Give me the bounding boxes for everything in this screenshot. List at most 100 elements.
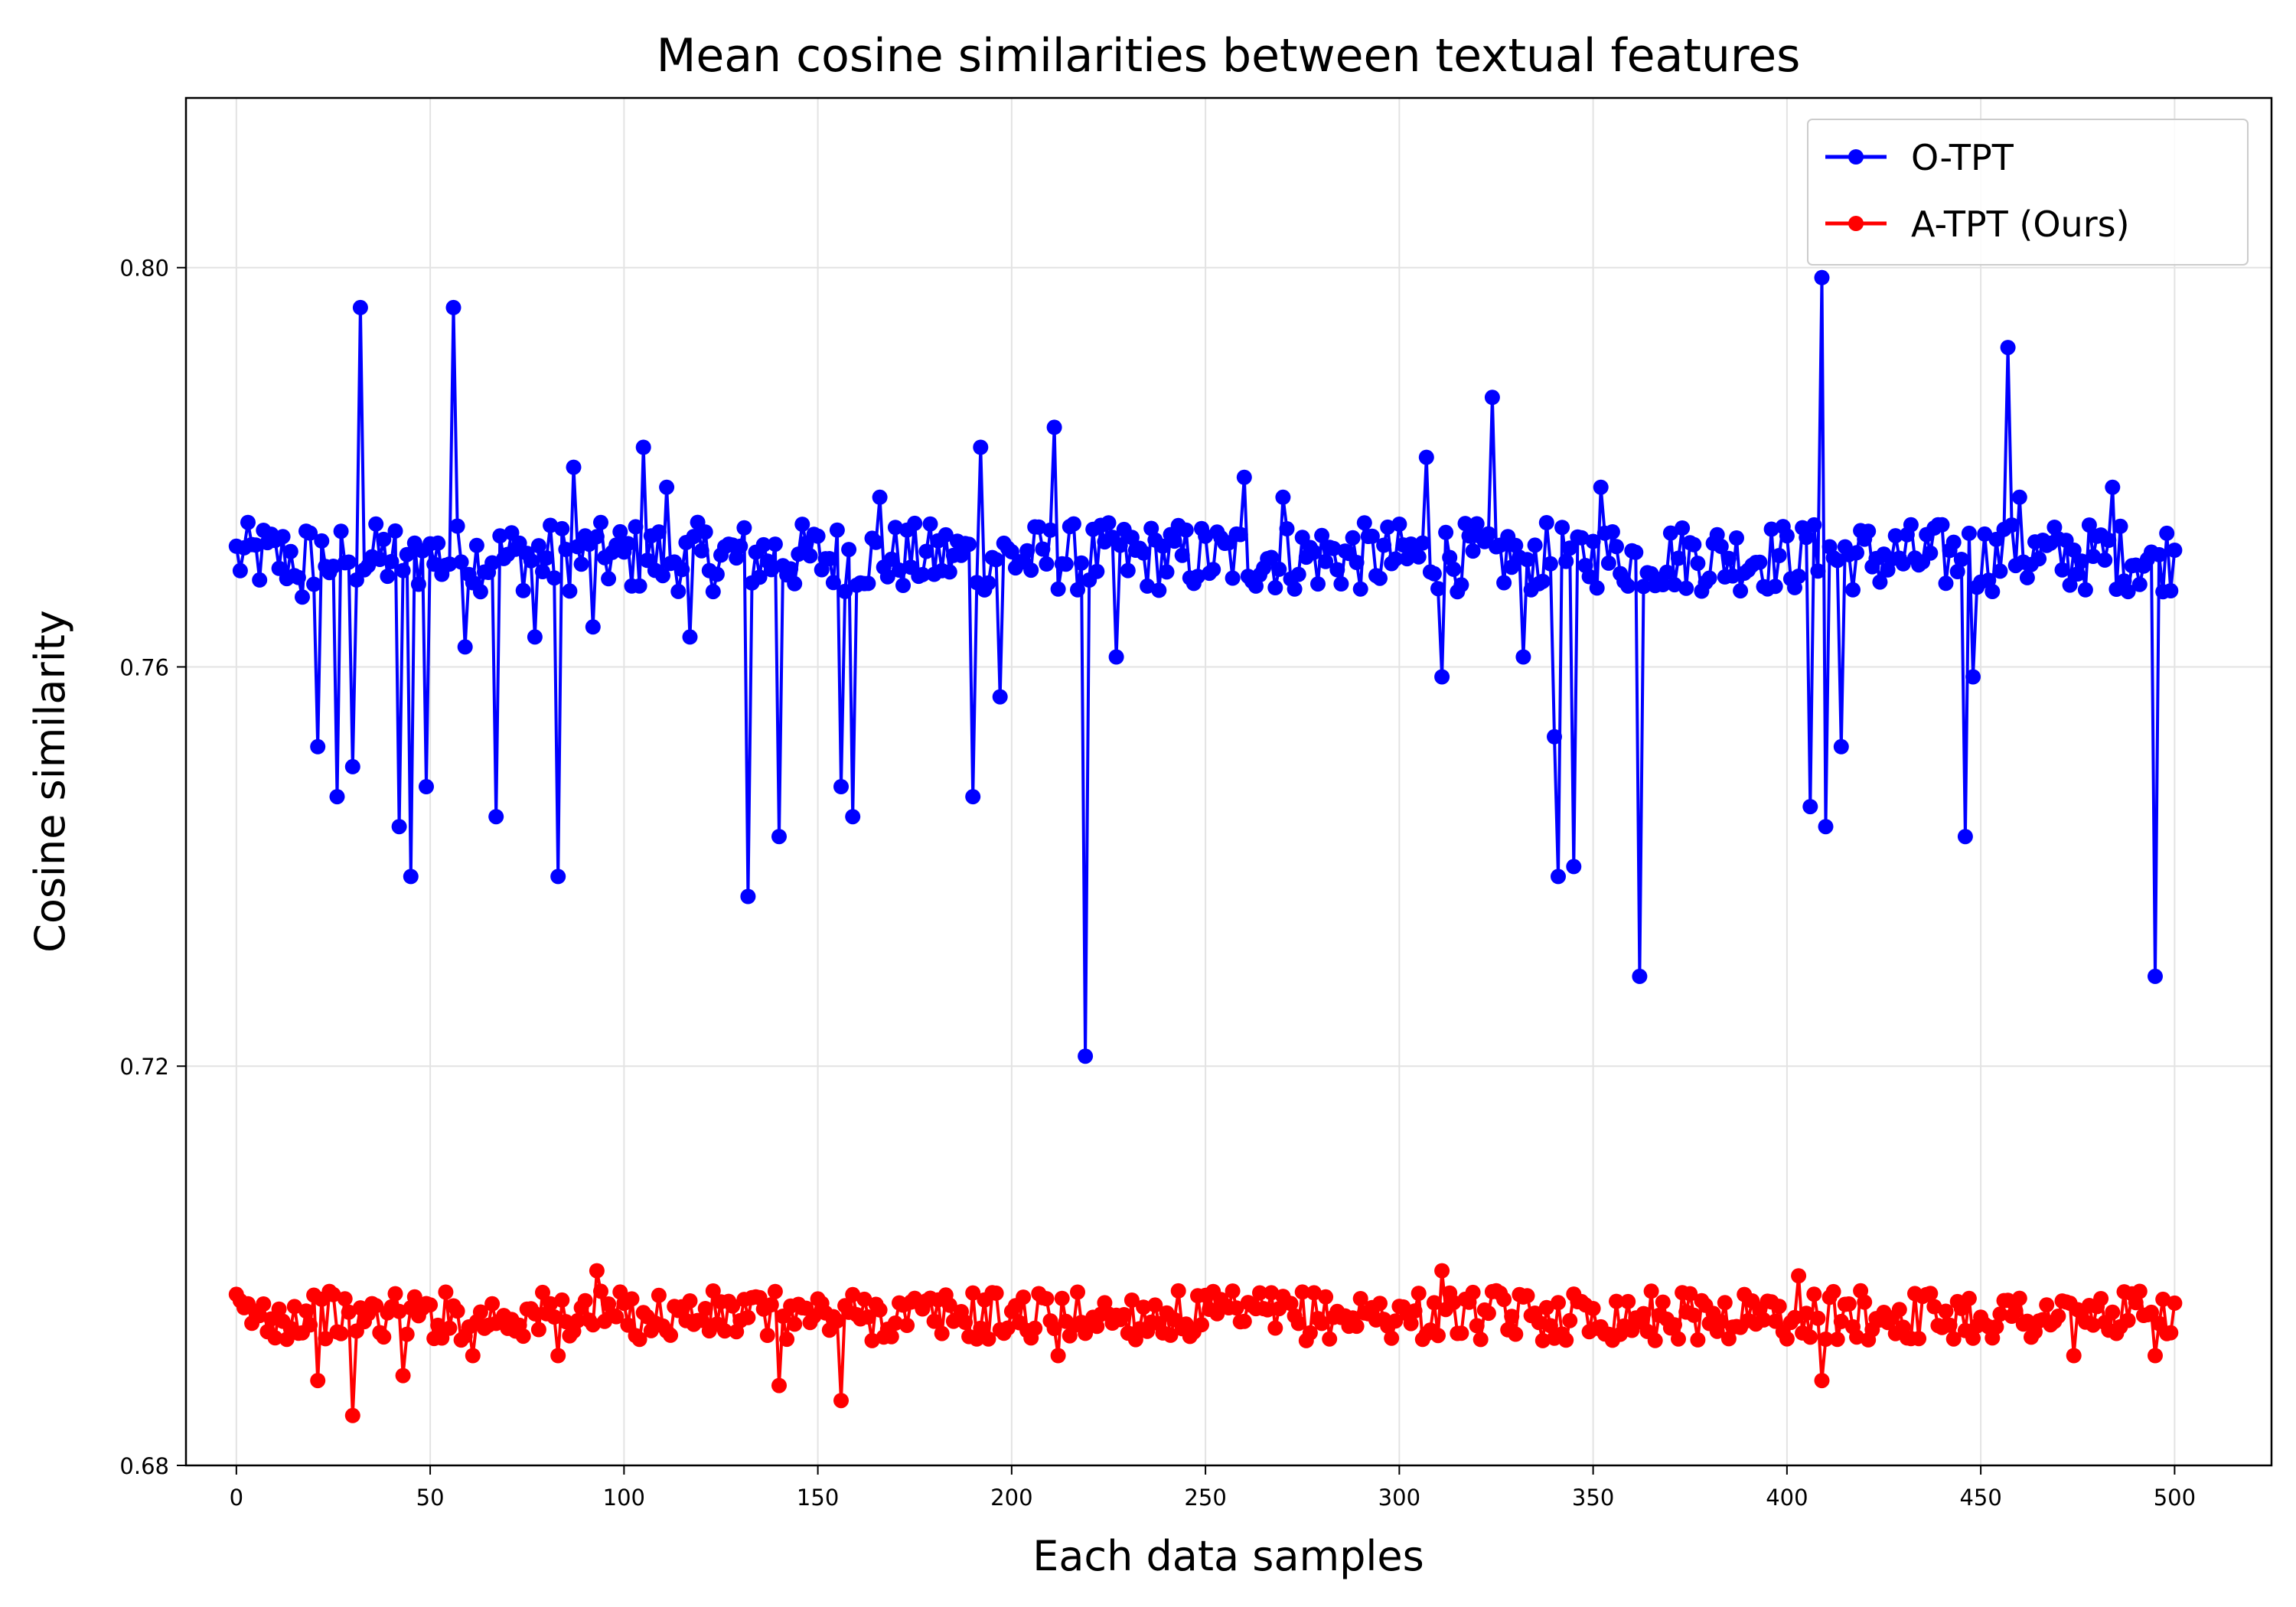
data-point	[1686, 536, 1702, 553]
data-point	[310, 1373, 326, 1389]
data-point	[1551, 869, 1566, 885]
data-point	[1147, 1297, 1163, 1313]
data-point	[845, 809, 861, 825]
data-point	[453, 554, 469, 570]
data-point	[941, 564, 957, 580]
data-point	[1713, 539, 1729, 554]
data-point	[240, 514, 256, 530]
x-tick-label: 250	[1184, 1485, 1226, 1511]
data-point	[1872, 574, 1888, 590]
data-point	[1671, 1331, 1686, 1347]
data-point	[1364, 528, 1380, 544]
data-point	[1887, 528, 1903, 544]
data-point	[1352, 1291, 1368, 1306]
data-point	[1829, 553, 1845, 569]
data-point	[1116, 1307, 1132, 1322]
data-point	[938, 526, 954, 543]
data-point	[1814, 1373, 1830, 1389]
data-point	[589, 1263, 605, 1279]
data-point	[554, 520, 570, 536]
data-point	[1551, 1295, 1566, 1311]
data-point	[787, 575, 803, 592]
data-point	[1806, 517, 1822, 533]
data-point	[1264, 1285, 1280, 1301]
data-point	[256, 1296, 272, 1312]
data-point	[252, 1308, 268, 1324]
data-point	[1473, 1332, 1489, 1348]
x-tick-label: 200	[990, 1485, 1032, 1511]
data-point	[2131, 576, 2148, 592]
data-point	[1767, 1313, 1783, 1329]
data-point	[1290, 1315, 1306, 1332]
data-point	[1225, 1283, 1241, 1299]
data-point	[787, 1316, 803, 1332]
data-point	[1388, 551, 1404, 567]
data-point	[352, 299, 368, 315]
data-point	[1267, 1320, 1283, 1336]
data-point	[651, 1287, 667, 1303]
data-point	[2097, 552, 2113, 568]
data-point	[791, 546, 807, 562]
data-point	[1314, 1315, 1330, 1332]
data-point	[988, 1285, 1004, 1301]
data-point	[1814, 269, 1830, 285]
data-point	[1799, 530, 1815, 546]
legend-marker-o-tpt	[1848, 149, 1864, 165]
data-point	[406, 1289, 422, 1305]
data-point	[430, 1317, 446, 1333]
data-point	[697, 1301, 713, 1316]
data-point	[442, 1320, 458, 1336]
data-point	[2167, 543, 2183, 558]
data-point	[1938, 1303, 1954, 1319]
data-point	[1791, 1268, 1807, 1284]
legend: O-TPT A-TPT (Ours)	[1807, 119, 2249, 266]
data-point	[1709, 526, 1725, 543]
data-point	[860, 575, 876, 592]
data-point	[325, 559, 341, 574]
data-point	[585, 1317, 601, 1333]
data-point	[2050, 1309, 2066, 1324]
x-tick-label: 500	[2154, 1485, 2196, 1511]
data-point	[430, 535, 446, 551]
data-point	[915, 566, 931, 582]
data-point	[550, 1348, 566, 1364]
x-tick-label: 350	[1572, 1485, 1614, 1511]
series-o-tpt	[228, 269, 2183, 1064]
data-point	[306, 576, 322, 592]
data-point	[1225, 570, 1241, 586]
data-point	[1825, 1283, 1841, 1299]
data-point	[2081, 517, 2097, 533]
data-point	[1078, 1048, 1094, 1064]
data-point	[2148, 968, 2163, 984]
data-point	[530, 538, 546, 554]
data-point	[1384, 1330, 1400, 1346]
data-point	[1945, 1331, 1962, 1347]
x-tick-label: 300	[1378, 1485, 1420, 1511]
data-point	[620, 536, 636, 552]
data-point	[1534, 1332, 1551, 1348]
data-point	[1089, 563, 1105, 579]
data-point	[883, 1328, 899, 1345]
data-point	[1771, 1299, 1787, 1315]
data-point	[387, 1286, 403, 1302]
data-point	[872, 1302, 888, 1318]
x-tick-label: 100	[603, 1485, 645, 1511]
data-point	[682, 629, 698, 645]
data-point	[620, 1317, 636, 1333]
y-tick-label: 0.80	[119, 256, 169, 282]
data-point	[1756, 1312, 1772, 1328]
data-point	[767, 1283, 783, 1299]
data-point	[806, 1309, 822, 1324]
data-point	[1205, 562, 1221, 578]
data-point	[1496, 1292, 1512, 1308]
data-point	[286, 1299, 302, 1315]
data-point	[325, 1286, 341, 1302]
data-point	[1446, 1295, 1462, 1311]
data-point	[1763, 521, 1779, 537]
data-point	[445, 299, 461, 315]
data-point	[1992, 563, 2008, 579]
data-point	[1589, 580, 1605, 596]
data-point	[1016, 1289, 1032, 1305]
data-point	[725, 1298, 741, 1314]
